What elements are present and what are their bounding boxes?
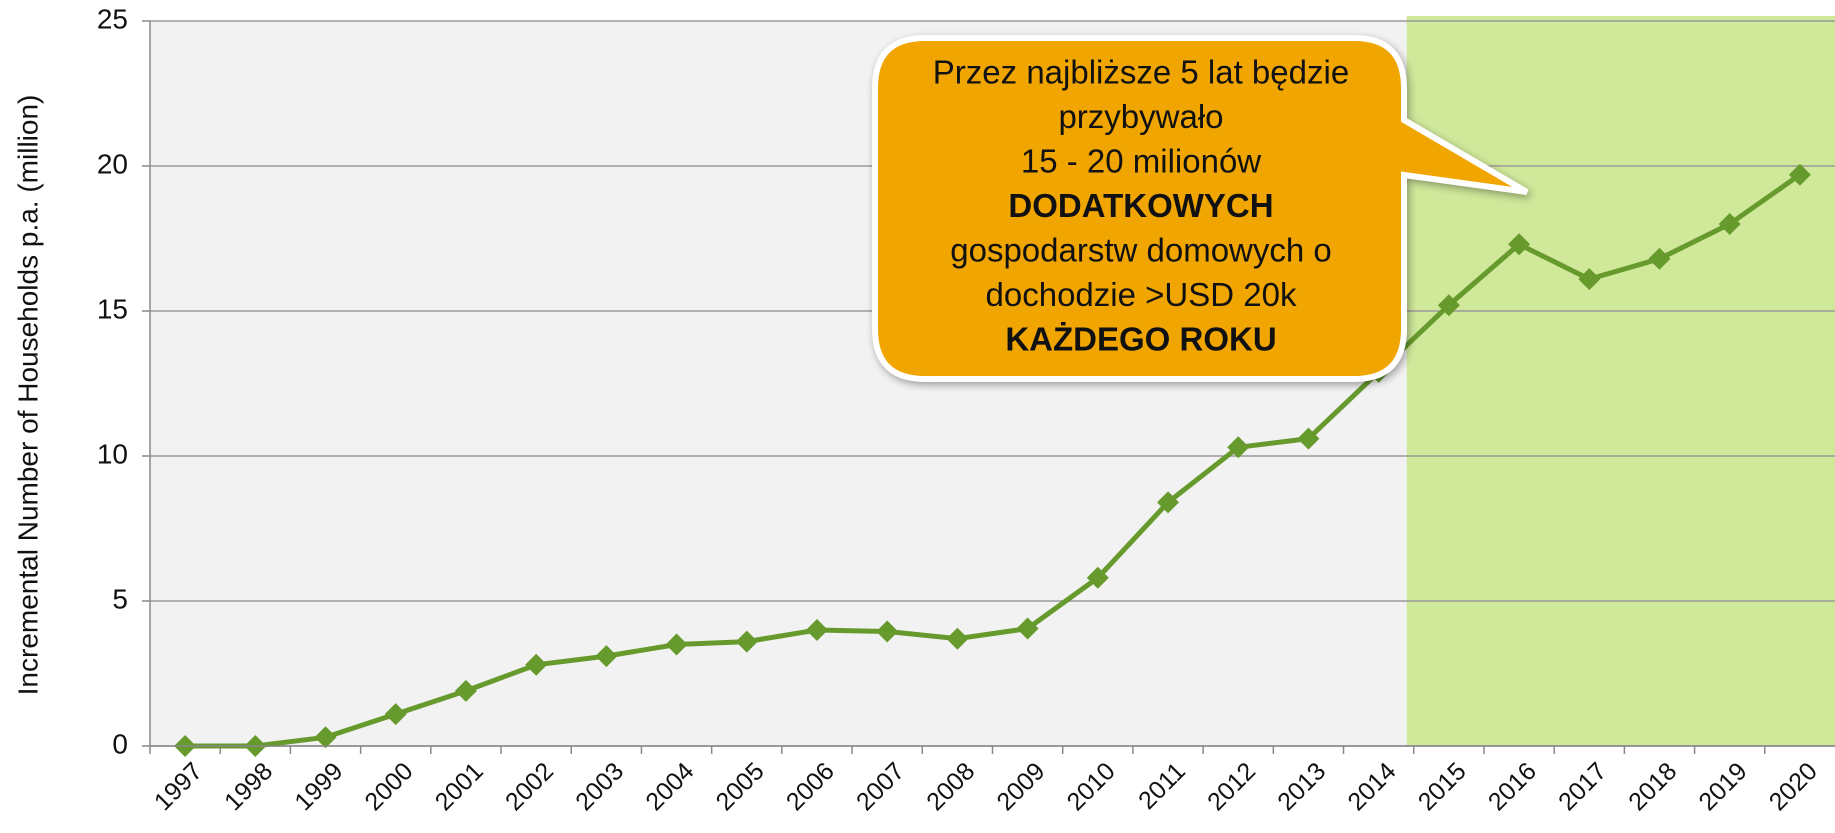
series-line [185,172,1802,749]
callout-bubble [872,35,1529,382]
data-marker [525,653,548,676]
callout-text: Przez najbliższe 5 lat będzie [933,54,1349,91]
data-marker [1578,268,1601,291]
data-marker [595,645,618,668]
data-marker [454,679,477,702]
data-marker [1227,436,1250,459]
y-tick-label: 10 [97,438,128,469]
x-tick-label: 2014 [1342,757,1401,816]
data-marker [876,620,899,643]
x-tick-label: 2008 [921,757,980,816]
y-tick-label: 20 [97,148,128,179]
x-tick-label: 2017 [1553,757,1612,816]
x-tick-label: 2006 [781,757,840,816]
data-marker [735,630,758,653]
x-tick-label: 1997 [149,757,208,816]
callout: Przez najbliższe 5 lat będzie przybywało 1… [872,35,1529,382]
data-marker [1508,233,1531,256]
data-marker [1297,427,1320,450]
data-marker [946,627,969,650]
x-tick-label: 2005 [711,757,770,816]
data-marker [1648,247,1671,270]
x-tick-label: 2007 [851,757,910,816]
x-tick-label: 2010 [1062,757,1121,816]
data-marker [1086,566,1109,589]
x-tick-label: 2011 [1133,757,1191,815]
y-tick-label: 15 [97,293,128,324]
callout-text: 15 - 20 milionów [1021,143,1261,180]
x-tick-label: 2019 [1693,757,1752,816]
x-tick-label: 2016 [1483,757,1542,816]
data-marker [805,619,828,641]
data-marker [1788,163,1811,186]
x-tick-label: 2018 [1623,757,1682,816]
data-marker [665,633,688,656]
x-tick-label: 2000 [360,757,419,816]
y-tick-label: 0 [112,728,128,759]
data-marker [1437,294,1460,317]
y-tick-label: 5 [112,583,128,614]
callout-text: dochodzie >USD 20k [986,276,1297,313]
callout-text: KAŻDEGO ROKU [1005,321,1276,358]
callout-text: gospodarstw domowych o [950,232,1332,269]
forecast-highlight [1406,16,1835,746]
x-tick-label: 2001 [430,757,489,816]
x-tick-label: 2012 [1202,757,1261,816]
data-marker [1157,491,1180,514]
data-marker [1016,617,1039,640]
x-tick-label: 2015 [1413,757,1472,816]
x-tick-label: 2003 [570,757,629,816]
x-tick-label: 2004 [640,757,699,816]
y-axis-label: Incremental Number of Households p.a. (m… [12,95,43,696]
x-tick-label: 2020 [1764,757,1823,816]
callout-text: przybywało [1058,98,1223,135]
y-tick-label: 25 [97,3,128,34]
data-marker [314,726,337,749]
x-tick-label: 2002 [500,757,559,816]
data-marker [384,703,407,726]
x-tick-label: 2009 [991,757,1050,816]
x-tick-label: 2013 [1272,757,1331,816]
x-tick-label: 1998 [219,757,278,816]
x-tick-label: 1999 [289,757,348,816]
callout-text: DODATKOWYCH [1008,187,1273,224]
data-marker [1718,213,1741,235]
